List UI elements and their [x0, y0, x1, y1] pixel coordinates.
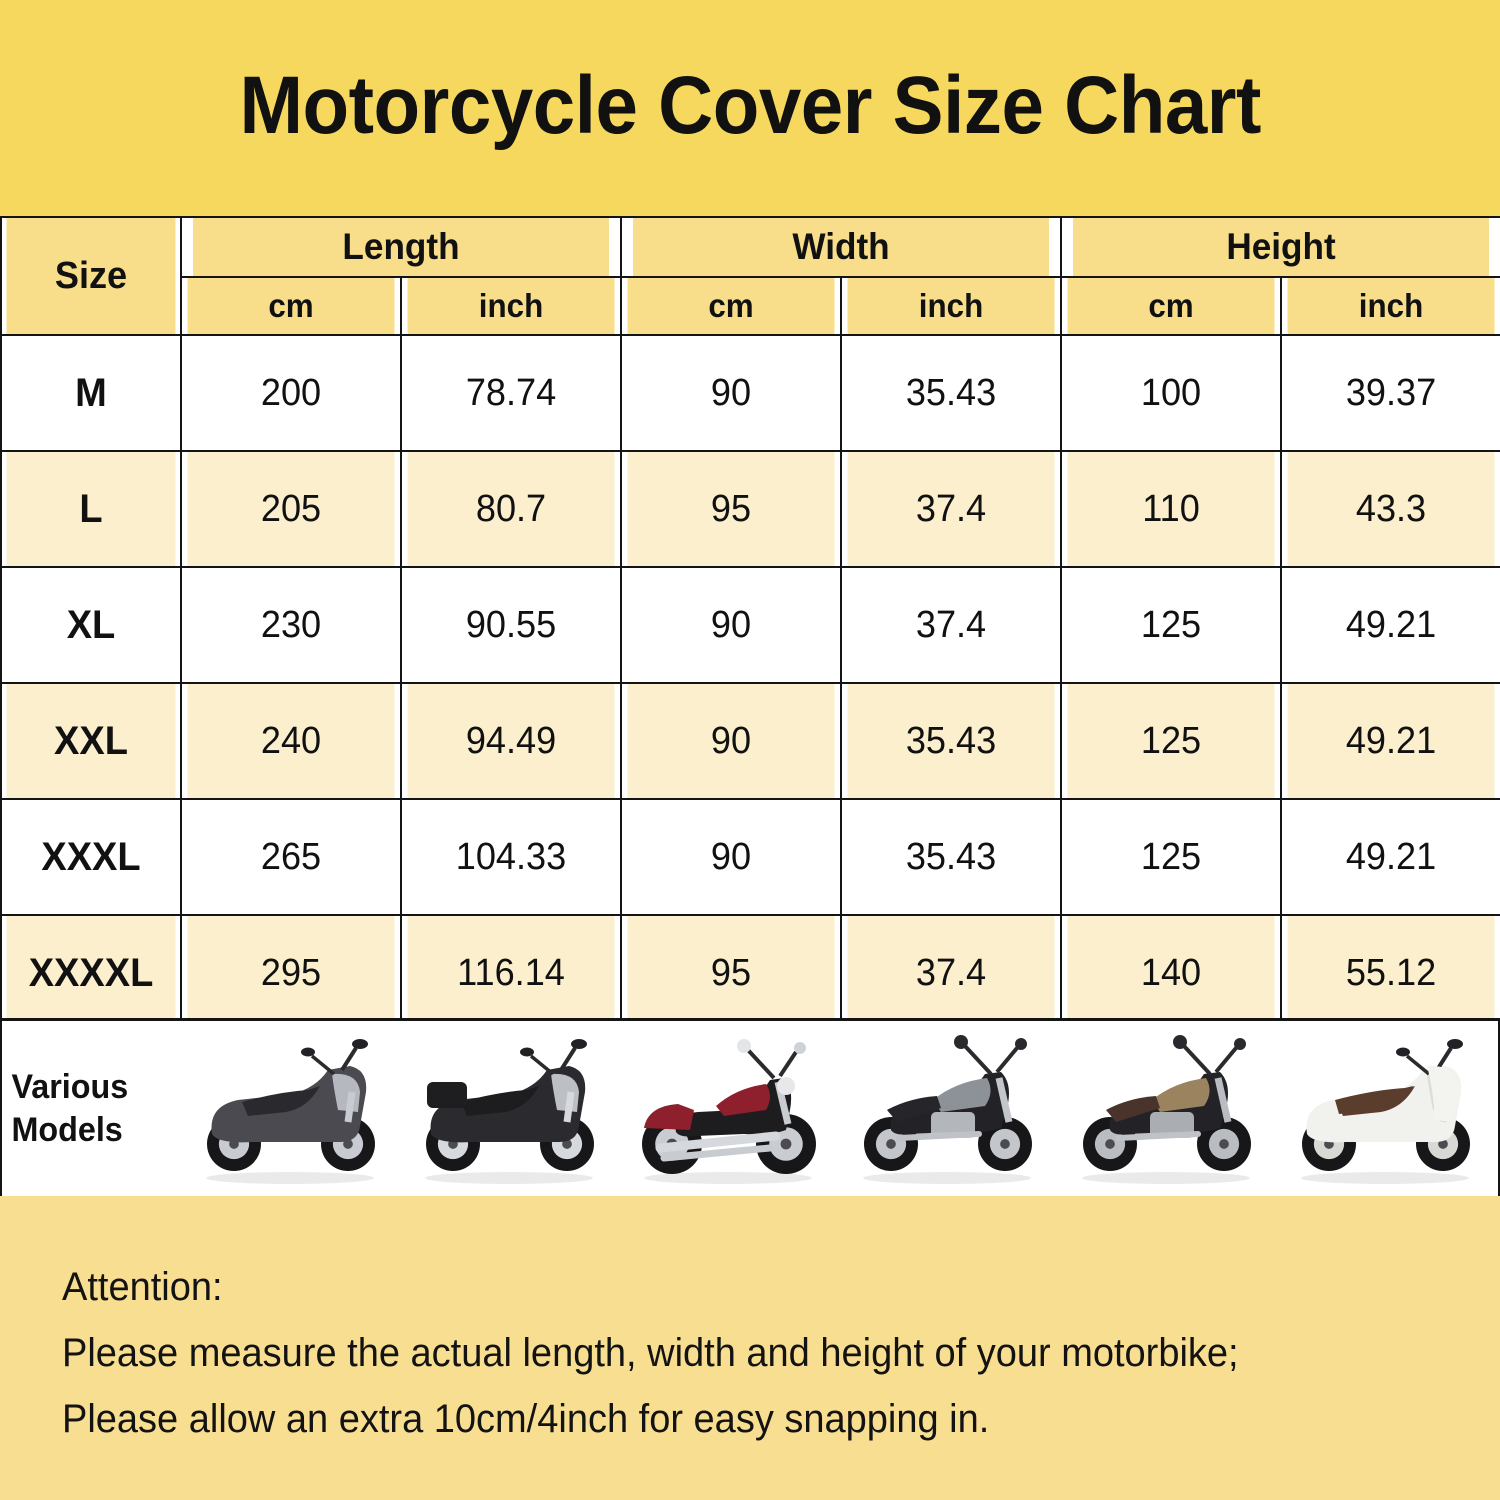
header-row-groups: Size Length Width Height: [1, 216, 1500, 336]
table-head: Size Length Width Height cm inch cm inch…: [1, 216, 1500, 336]
header-unit-height-cm: cm: [1065, 276, 1277, 336]
motorcycle-cruiser-red: [620, 1030, 835, 1190]
cell-size: M: [4, 334, 178, 452]
cell-length-cm: 200: [185, 334, 397, 452]
size-table: Size Length Width Height cm inch cm inch…: [0, 216, 1500, 1032]
motorcycle-scooter-white-brown-seat: [1277, 1030, 1492, 1190]
cell-height-inch: 49.21: [1285, 566, 1497, 684]
motorcycle-maxi-scooter-black-topbox: [401, 1030, 616, 1190]
cell-length-inch: 104.33: [405, 798, 617, 916]
cell-height-cm: 125: [1065, 566, 1277, 684]
cell-length-inch: 116.14: [405, 914, 617, 1032]
cell-width-cm: 90: [625, 798, 837, 916]
cell-width-inch: 35.43: [845, 682, 1057, 800]
cell-height-inch: 43.3: [1285, 450, 1497, 568]
motorcycle-naked-sport-grey: [839, 1030, 1054, 1190]
cell-width-cm: 90: [625, 566, 837, 684]
cell-length-inch: 80.7: [405, 450, 617, 568]
cell-height-inch: 49.21: [1285, 682, 1497, 800]
header-row-units: cm inch cm inch cm inch: [1, 276, 1500, 336]
cell-width-cm: 90: [625, 682, 837, 800]
header-group-width: Width: [631, 216, 1051, 278]
cell-width-inch: 35.43: [845, 334, 1057, 452]
cell-height-cm: 100: [1065, 334, 1277, 452]
cell-size: XXXXL: [4, 914, 178, 1032]
models-label-line2: Models: [11, 1110, 123, 1149]
table-row: XXL 240 94.49 90 35.43 125 49.21: [1, 682, 1500, 800]
cell-width-inch: 37.4: [845, 450, 1057, 568]
page-title: Motorcycle Cover Size Chart: [239, 60, 1261, 151]
cell-length-cm: 240: [185, 682, 397, 800]
cell-size: XXL: [4, 682, 178, 800]
table-row: L 205 80.7 95 37.4 110 43.3: [1, 450, 1500, 568]
attention-line-1: Please measure the actual length, width …: [62, 1331, 1239, 1375]
cell-length-inch: 90.55: [405, 566, 617, 684]
size-table-container: Size Length Width Height cm inch cm inch…: [0, 216, 1500, 1032]
cell-width-inch: 37.4: [845, 566, 1057, 684]
cell-length-cm: 230: [185, 566, 397, 684]
table-row: M 200 78.74 90 35.43 100 39.37: [1, 334, 1500, 452]
cell-width-cm: 90: [625, 334, 837, 452]
cell-length-cm: 205: [185, 450, 397, 568]
attention-band: Attention: Please measure the actual len…: [0, 1196, 1500, 1500]
models-row: Various Models: [0, 1018, 1500, 1196]
header-unit-width-cm: cm: [625, 276, 837, 336]
cell-length-cm: 295: [185, 914, 397, 1032]
cell-height-cm: 125: [1065, 682, 1277, 800]
table-row: XL 230 90.55 90 37.4 125 49.21: [1, 566, 1500, 684]
cell-height-cm: 140: [1065, 914, 1277, 1032]
cell-length-cm: 265: [185, 798, 397, 916]
table-row: XXXL 265 104.33 90 35.43 125 49.21: [1, 798, 1500, 916]
cell-length-inch: 78.74: [405, 334, 617, 452]
header-group-height: Height: [1071, 216, 1491, 278]
header-unit-width-inch: inch: [845, 276, 1057, 336]
cell-size: L: [4, 450, 178, 568]
header-group-length: Length: [191, 216, 611, 278]
cell-width-inch: 35.43: [845, 798, 1057, 916]
cell-size: XXXL: [4, 798, 178, 916]
title-band: Motorcycle Cover Size Chart: [0, 0, 1500, 216]
header-unit-length-inch: inch: [405, 276, 617, 336]
cell-width-cm: 95: [625, 914, 837, 1032]
cell-size: XL: [4, 566, 178, 684]
table-row: XXXXL 295 116.14 95 37.4 140 55.12: [1, 914, 1500, 1032]
attention-line-2: Please allow an extra 10cm/4inch for eas…: [62, 1397, 990, 1441]
header-unit-height-inch: inch: [1285, 276, 1497, 336]
models-label: Various Models: [2, 1066, 173, 1151]
cell-height-inch: 55.12: [1285, 914, 1497, 1032]
motorcycle-scrambler-brown: [1058, 1030, 1273, 1190]
table-body: M 200 78.74 90 35.43 100 39.37 L 205 80.7 95 37.4 11…: [1, 334, 1500, 1032]
models-label-line1: Various: [11, 1068, 129, 1106]
header-unit-length-cm: cm: [185, 276, 397, 336]
cell-width-inch: 37.4: [845, 914, 1057, 1032]
header-size: Size: [4, 216, 178, 336]
cell-width-cm: 95: [625, 450, 837, 568]
motorcycle-images: [182, 1024, 1498, 1194]
motorcycle-maxi-scooter-grey: [182, 1030, 397, 1190]
attention-heading: Attention:: [62, 1265, 223, 1309]
cell-height-cm: 110: [1065, 450, 1277, 568]
cell-height-inch: 39.37: [1285, 334, 1497, 452]
cell-length-inch: 94.49: [405, 682, 617, 800]
cell-height-cm: 125: [1065, 798, 1277, 916]
cell-height-inch: 49.21: [1285, 798, 1497, 916]
